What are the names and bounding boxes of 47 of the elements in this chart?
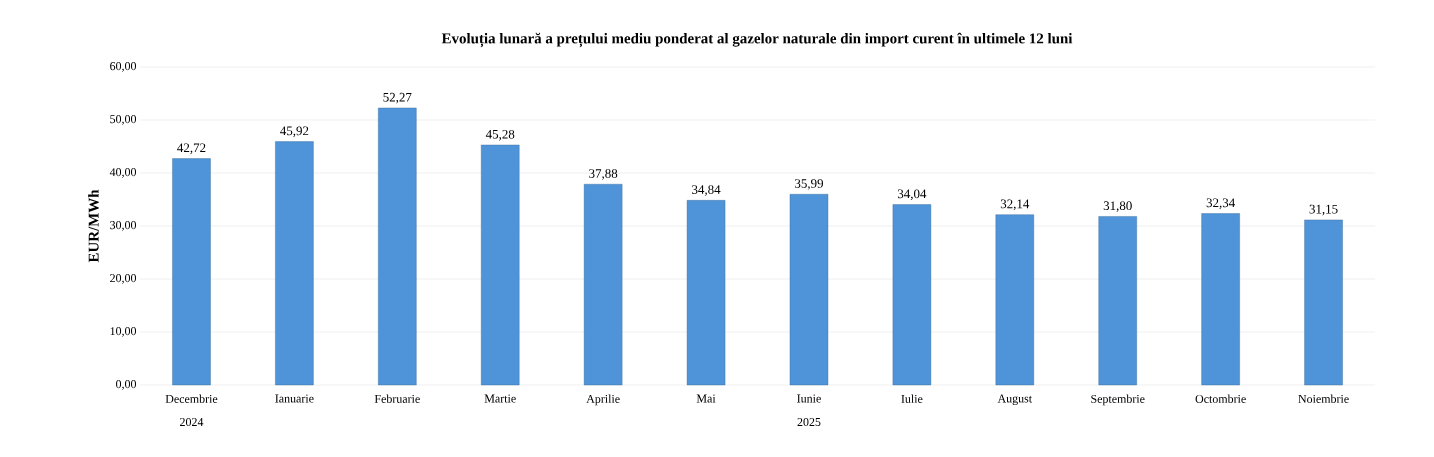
bar <box>686 200 726 386</box>
data-label: 32,34 <box>1206 198 1236 210</box>
y-tick-label: 10,00 <box>110 327 137 337</box>
x-tick-label: Mai <box>696 394 716 403</box>
text: 2024 <box>180 417 204 427</box>
data-label: 32,14 <box>1000 199 1030 211</box>
x-tick-label: Ianuarie <box>275 394 314 403</box>
bar <box>172 158 211 386</box>
data-label: 31,80 <box>1103 201 1132 212</box>
x-tick-label: Februarie <box>374 394 420 403</box>
bar <box>378 107 417 386</box>
y-tick-label: 20,00 <box>110 274 137 284</box>
x-tick-label: Aprilie <box>586 394 620 406</box>
data-label: 35,99 <box>795 179 824 190</box>
x-tick-label: Iulie <box>901 394 923 403</box>
x-tick-label: Iunie <box>797 394 821 403</box>
bar <box>481 144 520 386</box>
data-label: 45,92 <box>280 126 309 138</box>
data-label: 52,27 <box>383 92 412 104</box>
y-tick-label: 30,00 <box>110 221 137 231</box>
bar <box>995 214 1035 386</box>
data-label: 34,04 <box>897 189 927 201</box>
bar <box>583 184 623 386</box>
y-tick-label: 50,00 <box>110 115 137 125</box>
x-tick-label: Noiembrie <box>1298 394 1349 403</box>
x-tick-label: Martie <box>484 394 516 403</box>
data-label: 42,72 <box>177 143 206 155</box>
data-label: 37,88 <box>589 169 618 180</box>
text: 2025 <box>797 417 821 427</box>
x-tick-label: Octombrie <box>1195 394 1246 403</box>
x-tick-label: Decembrie <box>165 394 218 403</box>
y-tick-label: 40,00 <box>109 168 137 178</box>
bar <box>1201 213 1240 386</box>
y-axis-title: EUR/MWh <box>88 189 99 263</box>
data-label: 31,15 <box>1309 204 1338 216</box>
bar <box>1098 216 1137 386</box>
y-tick-label: 0,00 <box>116 380 137 390</box>
y-tick-label: 60,00 <box>110 62 137 72</box>
bar <box>892 204 932 386</box>
data-label: 34,84 <box>692 185 721 196</box>
x-tick-label: Septembrie <box>1091 394 1145 406</box>
bar <box>275 141 314 386</box>
x-tick-label: August <box>997 394 1032 405</box>
chart-title: Evoluția lunară a prețului mediu ponderat al gazelor naturale din import curent în ultimele 12 luni <box>441 32 1073 48</box>
data-label: 45,28 <box>485 129 515 141</box>
bar <box>789 194 829 386</box>
bar <box>1304 219 1343 386</box>
